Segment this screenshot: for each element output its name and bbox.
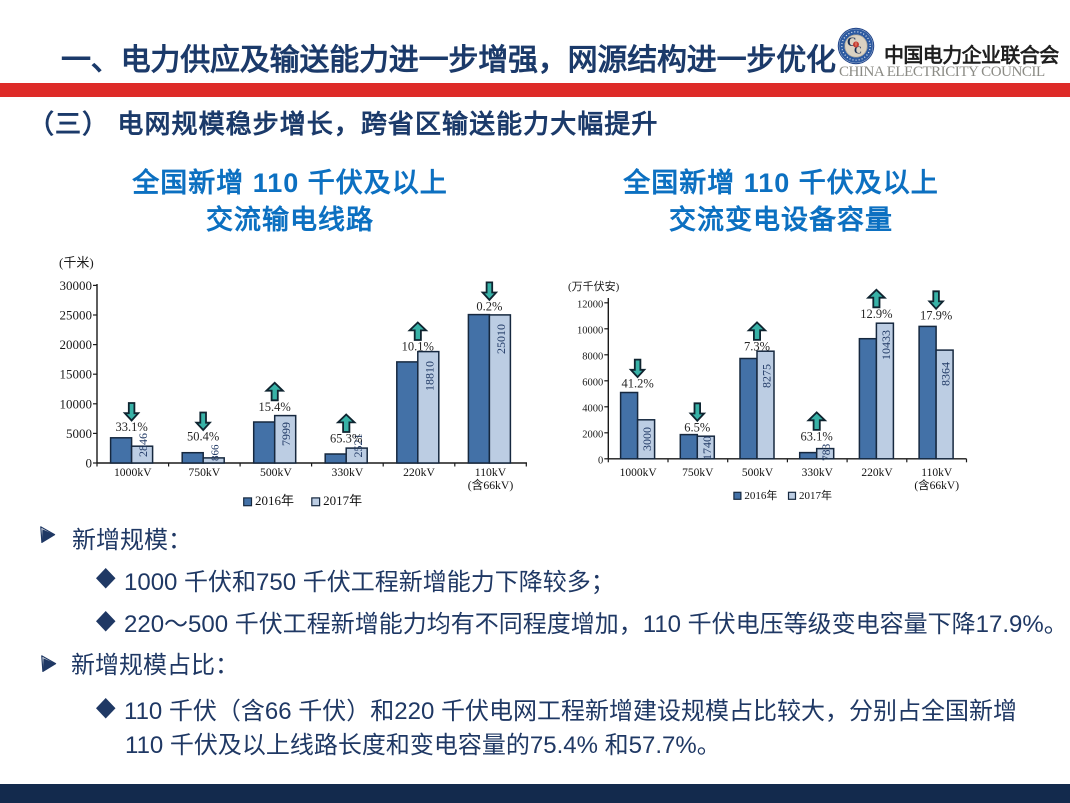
- svg-text:1000kV: 1000kV: [114, 466, 152, 479]
- svg-text:20000: 20000: [60, 337, 93, 352]
- svg-text:25000: 25000: [60, 308, 93, 323]
- svg-text:10000: 10000: [60, 396, 93, 411]
- svg-text:12.9%: 12.9%: [860, 307, 892, 321]
- svg-text:8275: 8275: [760, 364, 774, 388]
- svg-text:866: 866: [210, 444, 222, 461]
- svg-text:41.2%: 41.2%: [621, 377, 653, 391]
- svg-text:8000: 8000: [582, 351, 603, 362]
- svg-text:4000: 4000: [582, 403, 603, 414]
- svg-text:15000: 15000: [60, 367, 93, 382]
- svg-text:(千米): (千米): [59, 255, 94, 270]
- svg-text:2016年: 2016年: [744, 488, 777, 502]
- svg-text:6.5%: 6.5%: [684, 420, 710, 434]
- svg-text:7.3%: 7.3%: [744, 339, 770, 353]
- svg-text:5000: 5000: [66, 426, 92, 441]
- svg-text:10000: 10000: [577, 325, 603, 336]
- svg-text:1740: 1740: [700, 436, 714, 460]
- svg-text:(含66kV): (含66kV): [914, 478, 959, 492]
- svg-text:220kV: 220kV: [861, 467, 893, 479]
- svg-text:10433: 10433: [879, 330, 893, 360]
- svg-text:3000: 3000: [640, 427, 654, 451]
- svg-text:17.9%: 17.9%: [920, 308, 952, 322]
- svg-text:(万千伏安): (万千伏安): [568, 279, 620, 293]
- svg-text:2000: 2000: [582, 429, 603, 440]
- svg-text:330kV: 330kV: [802, 467, 834, 479]
- svg-text:110kV: 110kV: [475, 466, 507, 479]
- svg-text:2846: 2846: [136, 433, 150, 457]
- svg-text:0: 0: [86, 456, 93, 471]
- svg-text:65.3%: 65.3%: [330, 432, 362, 446]
- svg-text:33.1%: 33.1%: [115, 420, 147, 434]
- svg-text:0: 0: [598, 455, 603, 466]
- svg-text:110kV: 110kV: [921, 467, 953, 479]
- svg-text:25010: 25010: [494, 324, 508, 354]
- svg-text:C: C: [854, 45, 862, 57]
- svg-text:2017年: 2017年: [799, 488, 832, 502]
- svg-text:7999: 7999: [279, 422, 293, 446]
- svg-text:8364: 8364: [939, 362, 953, 386]
- svg-text:750kV: 750kV: [188, 466, 220, 479]
- svg-text:750kV: 750kV: [682, 467, 714, 479]
- svg-text:6000: 6000: [582, 377, 603, 388]
- svg-text:500kV: 500kV: [260, 466, 292, 479]
- svg-text:2016年: 2016年: [255, 493, 294, 508]
- svg-text:500kV: 500kV: [742, 467, 774, 479]
- svg-text:220kV: 220kV: [403, 466, 435, 479]
- svg-text:12000: 12000: [577, 299, 603, 310]
- svg-text:330kV: 330kV: [331, 466, 363, 479]
- svg-text:1000kV: 1000kV: [620, 467, 658, 479]
- svg-text:10.1%: 10.1%: [402, 340, 434, 354]
- svg-text:C: C: [847, 34, 856, 49]
- svg-text:2521: 2521: [351, 434, 365, 458]
- svg-text:0.2%: 0.2%: [476, 299, 502, 313]
- svg-text:18810: 18810: [422, 361, 436, 391]
- svg-text:50.4%: 50.4%: [187, 430, 219, 444]
- svg-text:(含66kV): (含66kV): [468, 478, 514, 492]
- svg-text:2017年: 2017年: [323, 493, 362, 508]
- svg-text:783: 783: [821, 444, 833, 462]
- svg-text:15.4%: 15.4%: [259, 400, 291, 414]
- svg-text:30000: 30000: [60, 278, 93, 293]
- svg-text:63.1%: 63.1%: [801, 429, 833, 443]
